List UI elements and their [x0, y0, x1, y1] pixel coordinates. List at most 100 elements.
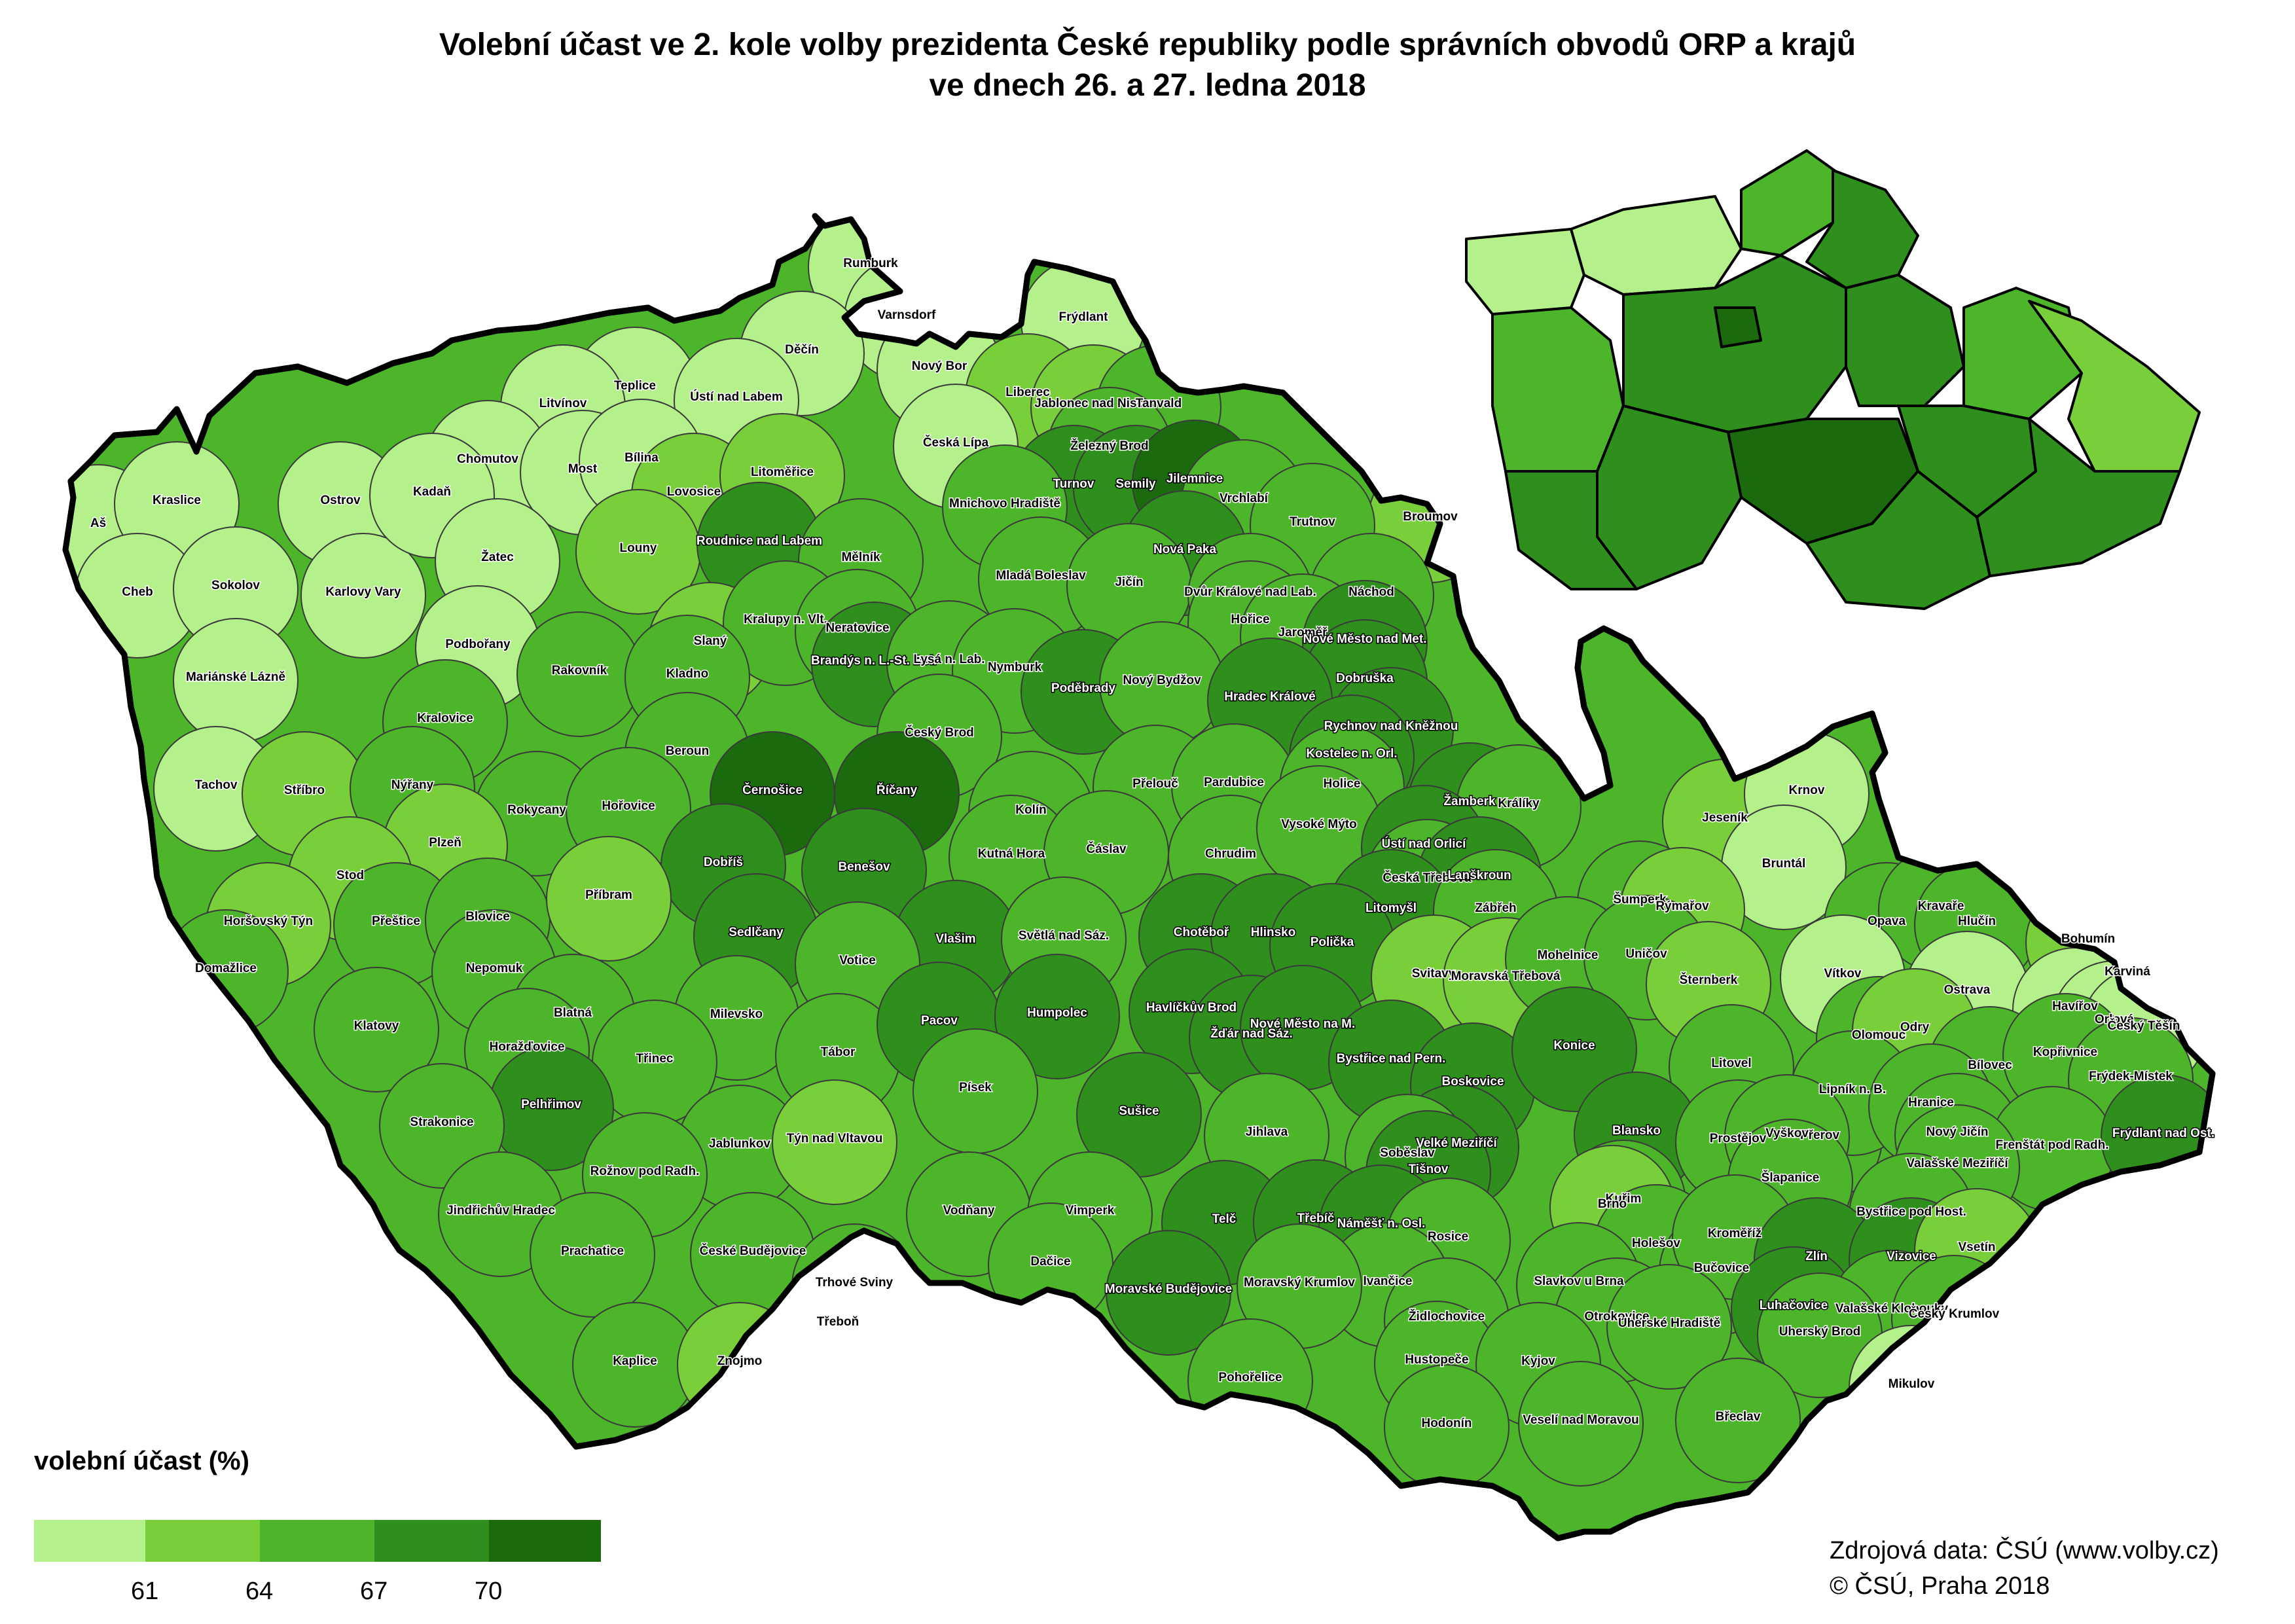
district-label: Židlochovice: [1409, 1309, 1485, 1324]
district-label: Bystřice nad Pern.: [1337, 1052, 1446, 1066]
district-label: Uherský Brod: [1779, 1325, 1861, 1339]
district-area: [772, 1079, 897, 1205]
region-area: [1714, 306, 1762, 348]
district-label: Litovel: [1711, 1056, 1751, 1070]
district-area: [300, 533, 426, 659]
district-label: Litoměřice: [751, 465, 814, 479]
district-label: Jaroměř: [1278, 626, 1328, 640]
district-label: Havířov: [2052, 1000, 2098, 1013]
district-labels: Aš Kraslice Ostrov Cheb Sokolov Karlovy Vary M…: [89, 256, 2215, 1432]
district-label: Lipník n. B.: [1819, 1083, 1886, 1096]
district-label: Hranice: [1908, 1096, 1954, 1110]
district-label: Kolín: [1015, 803, 1047, 817]
district-label: Hodonín: [1421, 1416, 1472, 1430]
district-label: Děčín: [785, 343, 819, 357]
legend-tick-61: 61: [131, 1578, 159, 1605]
legend-swatch-3: [260, 1520, 374, 1562]
district-label: Bystřice pod Host.: [1856, 1205, 1966, 1219]
district-label: Orlová: [2095, 1013, 2135, 1026]
district-label: Hradec Králové: [1224, 690, 1315, 704]
district-label: Příbram: [585, 888, 632, 902]
legend-tick-70: 70: [475, 1578, 503, 1605]
district-area: [1675, 1358, 1801, 1483]
district-label: Milevsko: [710, 1007, 763, 1021]
district-label: Soběslav: [1380, 1146, 1435, 1160]
district-label: Přeštice: [372, 914, 420, 928]
district-label: Kaplice: [613, 1354, 657, 1368]
district-label: Šternberk: [1680, 973, 1738, 987]
district-label: Náměšť n. Osl.: [1337, 1217, 1426, 1231]
district-label: Podbořany: [445, 638, 511, 651]
district-label: Valašské Meziříčí: [1906, 1157, 2008, 1170]
district-label: Český Krumlov: [1909, 1307, 2000, 1321]
regions-inset-map: [1465, 149, 2201, 610]
district-label: Týn nad Vltavou: [787, 1132, 883, 1146]
district-label: Plzeň: [429, 836, 461, 850]
district-area: [546, 836, 672, 962]
country-border: [62, 213, 2216, 1542]
region-area: [1504, 470, 1638, 590]
district-label: Bohumín: [2061, 932, 2115, 946]
district-label: Kyjov: [1521, 1354, 1555, 1368]
district-label: Hořice: [1231, 613, 1269, 626]
district-label: Vsetín: [1958, 1240, 1995, 1254]
district-label: Bučovice: [1694, 1261, 1749, 1275]
region-area: [1962, 287, 2083, 420]
district-label: Lysá n. Lab.: [913, 653, 985, 666]
district-label: Český Těšín: [2108, 1019, 2180, 1033]
district-label: Odry: [1900, 1020, 1930, 1034]
district-label: Semily: [1115, 477, 1156, 491]
region-area: [1976, 418, 2181, 577]
district-label: Hořovice: [602, 799, 655, 813]
district-label: Železný Brod: [1070, 439, 1148, 453]
district-label: Pohořelice: [1218, 1371, 1282, 1384]
district-label: Trhové Sviny: [816, 1276, 894, 1290]
district-label: Jihlava: [1246, 1125, 1288, 1139]
district-label: Kostelec n. Orl.: [1306, 747, 1397, 761]
title-line-2: ve dnech 26. a 27. ledna 2018: [929, 68, 1366, 103]
district-label: Písek: [959, 1081, 992, 1094]
district-label: Třinec: [636, 1052, 673, 1066]
district-label: Rýmařov: [1655, 899, 1709, 913]
district-area: [1606, 1264, 1732, 1390]
district-label: Luhačovice: [1760, 1299, 1828, 1312]
district-label: Sokolov: [211, 579, 260, 592]
district-label: Mladá Boleslav: [996, 569, 1086, 583]
district-label: Jablunkov: [709, 1137, 770, 1151]
district-label: Nové Město na M.: [1250, 1017, 1355, 1031]
district-label: Louny: [620, 541, 657, 555]
district-label: Stříbro: [284, 784, 325, 797]
district-label: Jablonec nad Nisou: [1034, 397, 1151, 410]
district-label: Vítkov: [1824, 967, 1861, 981]
district-label: Chrudim: [1205, 847, 1256, 861]
district-label: Ústí nad Labem: [690, 389, 782, 404]
source-note: Zdrojová data: ČSÚ (www.volby.cz) © ČSÚ,…: [1830, 1533, 2219, 1604]
district-label: Moravský Krumlov: [1244, 1276, 1355, 1290]
district-label: Sušice: [1119, 1104, 1159, 1118]
district-label: Mnichovo Hradiště: [949, 497, 1060, 511]
district-label: Kravaře: [1918, 899, 1964, 913]
district-label: Přelouč: [1132, 777, 1178, 791]
district-label: Bílovec: [1968, 1058, 2012, 1072]
district-label: Lanškroun: [1447, 869, 1511, 882]
district-label: Dobříš: [704, 856, 743, 869]
district-label: Litomyšl: [1365, 901, 1417, 915]
district-label: Krnov: [1789, 784, 1825, 797]
district-label: Brno: [1598, 1197, 1627, 1211]
district-label: Jičín: [1115, 575, 1143, 589]
district-label: Humpolec: [1027, 1006, 1087, 1020]
district-label: Nový Jičín: [1926, 1125, 1988, 1139]
district-label: Pardubice: [1204, 776, 1264, 789]
district-label: Třeboň: [817, 1315, 859, 1329]
legend-tick-67: 67: [360, 1578, 388, 1605]
district-label: Říčany: [876, 783, 918, 797]
district-label: Hustopeče: [1405, 1353, 1468, 1367]
district-label: Poděbrady: [1051, 681, 1116, 695]
legend-swatch-4: [374, 1520, 489, 1562]
district-label: Kadaň: [413, 485, 451, 499]
district-label: Veselí nad Moravou: [1523, 1413, 1638, 1427]
district-label: Čáslav: [1086, 842, 1127, 856]
district-label: Slavkov u Brna: [1534, 1274, 1624, 1288]
district-label: Žamberk: [1443, 794, 1496, 808]
district-label: Litvínov: [539, 397, 587, 410]
